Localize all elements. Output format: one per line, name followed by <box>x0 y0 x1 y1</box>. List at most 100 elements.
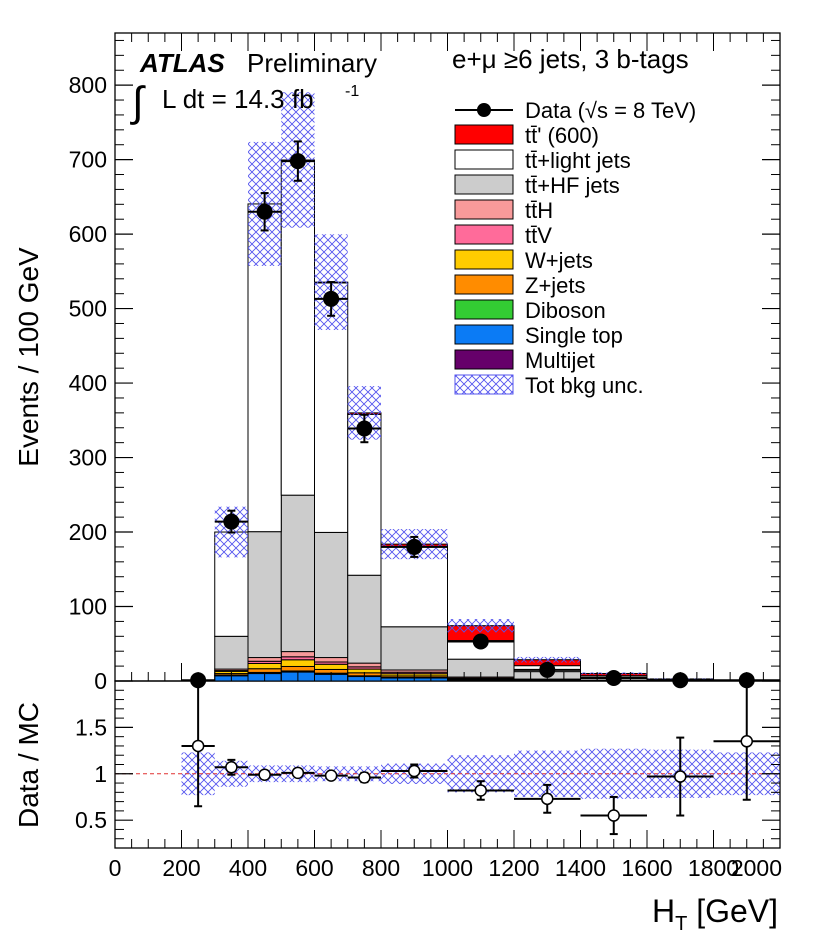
ratio-point <box>248 768 282 781</box>
x-tick-label: 2000 <box>731 855 782 881</box>
legend-swatch <box>454 299 514 320</box>
y-tick-label: 400 <box>69 370 107 396</box>
ratio-y-tick-label: 1 <box>94 761 107 787</box>
ratio-point <box>281 766 315 780</box>
bar-tt-hf-jets-bin-5 <box>280 494 315 653</box>
legend-entry: Multijet <box>454 348 595 373</box>
data-point <box>281 140 315 182</box>
luminosity-exponent: -1 <box>345 83 359 100</box>
legend-swatch <box>454 149 514 170</box>
y-tick-label: 700 <box>69 147 107 173</box>
data-marker <box>323 290 340 307</box>
legend-data-marker <box>477 103 491 117</box>
ratio-point <box>181 684 215 808</box>
ratio-point <box>347 771 381 784</box>
data-point <box>214 509 248 534</box>
ratio-marker <box>740 735 753 748</box>
ratio-marker <box>191 739 205 753</box>
bar-tth-bin-4 <box>247 657 282 662</box>
y-tick-label: 300 <box>69 445 107 471</box>
ratio-point <box>580 795 647 836</box>
legend-label: tt̄+light jets <box>525 148 631 173</box>
y-axis-label: Events / 100 GeV <box>13 247 44 467</box>
legend-entry: tt̄H <box>454 198 553 223</box>
data-marker <box>223 513 240 530</box>
bar-tt-hf-jets-bin-4 <box>247 531 282 659</box>
legend-swatch <box>454 349 514 370</box>
bar-tt-hf-jets-bin-3 <box>214 635 249 670</box>
legend-entry: Single top <box>454 323 623 348</box>
ratio-marker <box>258 768 271 781</box>
x-tick-label: 600 <box>295 855 333 881</box>
data-point <box>314 281 348 317</box>
legend: Data (√s = 8 TeV)tt̄' (600)tt̄+light jet… <box>454 98 696 398</box>
main-layer: 0 100 200 300 400 500 600 700 800 <box>69 33 781 694</box>
bar-w-jets-bin-5 <box>280 659 315 667</box>
x-tick-label: 0 <box>109 855 122 881</box>
legend-label: W+jets <box>525 248 593 273</box>
x-tick-label: 1200 <box>488 855 539 881</box>
legend-swatch <box>454 324 514 345</box>
y-tick-label: 200 <box>69 519 107 545</box>
legend-label: Single top <box>525 323 623 348</box>
bar-tth-bin-6 <box>314 657 349 663</box>
ratio-point <box>647 736 714 817</box>
ratio-marker <box>607 809 620 822</box>
legend-entry: Tot bkg unc. <box>454 373 644 398</box>
legend-label: tt̄H <box>525 198 553 223</box>
y-tick-label: 800 <box>69 72 107 98</box>
legend-entry: tt̄' (600) <box>454 123 599 148</box>
x-tick-label: 200 <box>162 855 200 881</box>
legend-swatch <box>454 124 514 145</box>
ratio-y-tick-label: 0.5 <box>75 807 107 833</box>
atlas-label: ATLAS <box>139 48 225 78</box>
legend-entry: tt̄+HF jets <box>454 173 620 198</box>
ratio-marker <box>408 764 421 778</box>
bar-z-jets-bin-4 <box>247 668 282 673</box>
data-marker <box>406 538 423 555</box>
legend-swatch <box>454 174 514 195</box>
legend-swatch <box>454 274 514 295</box>
ratio-marker <box>291 766 305 780</box>
ratio-point <box>214 758 248 776</box>
legend-swatch <box>454 224 514 245</box>
ratio-marker <box>225 761 238 774</box>
ratio-marker <box>541 792 554 806</box>
y-tick-label: 600 <box>69 221 107 247</box>
uncertainty-band-bin-9 <box>447 619 514 633</box>
integral-sign: ∫ <box>130 78 146 125</box>
y-tick-label: 100 <box>69 594 107 620</box>
legend-label: Multijet <box>525 348 595 373</box>
preliminary-label: Preliminary <box>247 48 377 78</box>
legend-entry: tt̄+light jets <box>454 148 631 173</box>
legend-label: Z+jets <box>525 273 586 298</box>
bar-w-jets-bin-4 <box>247 662 282 670</box>
bar-w-jets-bin-6 <box>314 663 349 670</box>
data-point <box>447 633 514 650</box>
data-marker <box>289 153 306 170</box>
legend-swatch <box>454 374 514 395</box>
legend-swatch <box>454 199 514 220</box>
luminosity-label: L dt = 14.3 fb <box>162 84 314 114</box>
ratio-point <box>314 769 348 782</box>
data-point <box>381 535 448 558</box>
data-marker <box>356 420 373 437</box>
ratio-y-tick-label: 1.5 <box>75 714 107 740</box>
x-tick-label: 400 <box>229 855 267 881</box>
bar-z-jets-bin-5 <box>280 665 315 672</box>
bar-tth-bin-7 <box>347 662 382 668</box>
channel-label: e+μ ≥6 jets, 3 b-tags <box>452 44 689 74</box>
ratio-point <box>514 783 581 814</box>
bar-tt-hf-jets-bin-7 <box>347 574 382 664</box>
ratio-point <box>447 780 514 801</box>
x-tick-label: 800 <box>362 855 400 881</box>
legend-label: Data (√s = 8 TeV) <box>525 98 696 123</box>
ratio-layer: 0.5 1 1.5 0 200 400 600 800 1000 1200 1400 1600 1800… <box>75 681 782 881</box>
ratio-marker <box>324 769 338 782</box>
bar-tt-hf-jets-bin-8 <box>380 626 448 671</box>
legend-label: Diboson <box>525 298 606 323</box>
ratio-marker <box>474 784 487 797</box>
legend-entry: tt̄V <box>454 223 552 248</box>
legend-entry: Diboson <box>454 298 606 323</box>
bar-tt-light-jets-bin-8 <box>380 546 448 628</box>
